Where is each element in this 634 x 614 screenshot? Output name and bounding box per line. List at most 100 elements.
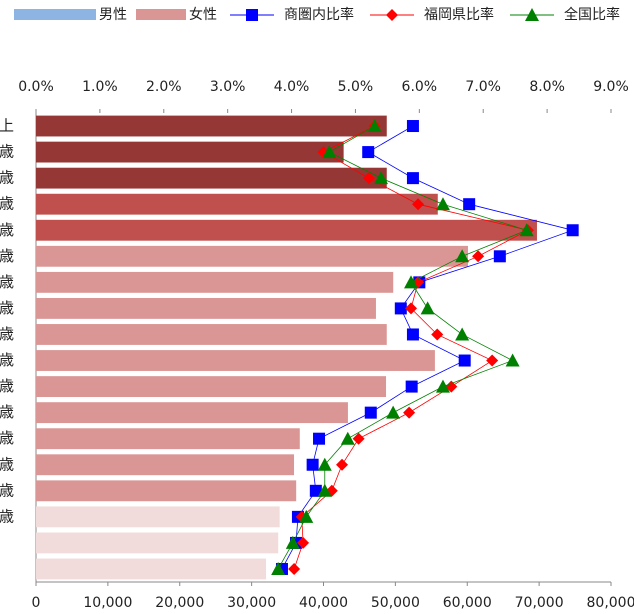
y-tick-label: 歳: [0, 351, 14, 369]
point: [367, 119, 382, 133]
point: [519, 223, 534, 237]
point: [486, 354, 499, 367]
y-tick-label: 歳: [0, 299, 14, 317]
x2-tick-label: 3.0%: [210, 79, 246, 95]
point: [362, 146, 375, 159]
bar: [36, 115, 387, 137]
legend-marker: [525, 8, 539, 21]
legend-marker: [246, 9, 258, 21]
point: [364, 406, 377, 419]
line: [277, 125, 528, 570]
y-tick-label: 歳: [0, 325, 14, 343]
point: [336, 458, 349, 471]
x2-tick-label: 6.0%: [402, 79, 438, 95]
bar: [36, 506, 280, 528]
line: [293, 125, 530, 570]
x2-tick-label: 1.0%: [82, 79, 118, 95]
bar: [36, 376, 387, 398]
point: [406, 172, 419, 185]
y-tick-label: 歳: [0, 221, 14, 239]
bar: [36, 532, 279, 554]
y-tick-label: 歳: [0, 403, 14, 421]
point: [313, 432, 326, 445]
point: [352, 432, 365, 445]
point: [285, 535, 300, 549]
point: [297, 536, 310, 549]
bar: [36, 324, 387, 345]
point: [455, 249, 470, 263]
y-tick-label: 歳: [0, 429, 14, 447]
point: [404, 275, 419, 289]
point: [317, 483, 332, 497]
point: [493, 250, 506, 263]
point: [435, 197, 450, 211]
point: [362, 172, 375, 185]
y-tick-label: 歳: [0, 455, 14, 473]
x2-tick-label: 4.0%: [274, 79, 310, 95]
line: [281, 125, 575, 570]
x-tick-label: 20,000: [155, 595, 204, 611]
y-tick-label: 歳: [0, 377, 14, 395]
legend-label: 商圏内比率: [284, 6, 354, 23]
legend-label: 女性: [189, 6, 217, 23]
x-tick-label: 60,000: [443, 595, 492, 611]
point: [566, 224, 579, 237]
x2-tick-label: 2.0%: [146, 79, 182, 95]
bar: [36, 245, 468, 267]
y-tick-label: 歳: [0, 507, 14, 525]
x2-tick-label: 8.0%: [529, 79, 565, 95]
y-tick-label: 歳: [0, 481, 14, 499]
point: [394, 302, 407, 315]
point: [463, 198, 476, 211]
x2-tick-label: 7.0%: [465, 79, 501, 95]
point: [386, 405, 401, 419]
x-tick-label: 80,000: [587, 595, 634, 611]
y-tick-label: 歳: [0, 195, 14, 213]
point: [306, 458, 319, 471]
point: [322, 145, 337, 159]
point: [505, 353, 520, 367]
bar: [36, 167, 387, 189]
legend-label: 男性: [99, 7, 127, 23]
legend-swatch: [136, 9, 186, 20]
x-tick-label: 50,000: [371, 595, 420, 611]
point: [435, 379, 450, 393]
legend-marker: [386, 9, 398, 21]
bar: [36, 350, 435, 371]
point: [317, 457, 332, 471]
point: [309, 484, 322, 497]
point: [271, 561, 286, 575]
y-tick-label: 上: [0, 117, 14, 135]
bar: [36, 402, 348, 424]
y-tick-label: 歳: [0, 273, 14, 291]
y-tick-label: 歳: [0, 247, 14, 265]
point: [472, 250, 485, 263]
point: [405, 380, 418, 393]
point: [431, 328, 444, 341]
bar: [36, 297, 376, 319]
point: [412, 198, 425, 211]
point: [458, 354, 471, 367]
y-tick-label: 歳: [0, 143, 14, 161]
x2-tick-label: 9.0%: [593, 79, 629, 95]
point: [288, 562, 301, 575]
point: [299, 509, 314, 523]
point: [405, 302, 418, 315]
point: [374, 171, 388, 185]
bar: [36, 428, 300, 450]
point: [455, 327, 470, 341]
x-tick-label: 40,000: [299, 595, 348, 611]
bar: [36, 480, 297, 502]
point: [406, 120, 419, 133]
x-tick-label: 70,000: [515, 595, 564, 611]
x-tick-label: 0: [32, 595, 41, 611]
x2-tick-label: 5.0%: [338, 79, 374, 95]
point: [403, 406, 416, 419]
point: [420, 301, 435, 315]
x-tick-label: 10,000: [83, 595, 132, 611]
x2-tick-label: 0.0%: [18, 79, 54, 95]
bar: [36, 141, 344, 163]
legend-label: 福岡県比率: [424, 6, 494, 23]
